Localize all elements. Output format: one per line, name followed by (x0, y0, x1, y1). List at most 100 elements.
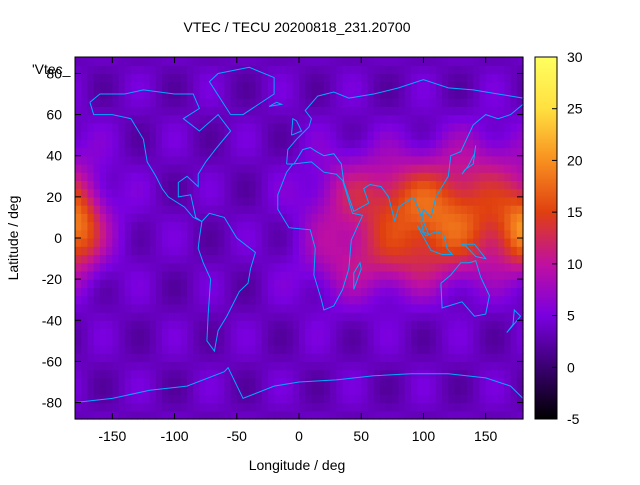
heatmap-cell (361, 336, 369, 346)
heatmap-cell (299, 139, 306, 149)
heatmap-cell (429, 155, 437, 165)
heatmap-cell (137, 98, 145, 107)
heatmap-cell (299, 229, 306, 239)
heatmap-cell (429, 196, 437, 206)
heatmap-cell (305, 89, 313, 99)
heatmap-cell (255, 122, 263, 132)
heatmap-cell (367, 295, 375, 305)
coastline (74, 366, 524, 403)
coastline (208, 66, 275, 116)
heatmap-cell (81, 254, 89, 264)
heatmap-cell (504, 312, 512, 321)
heatmap-cell (162, 344, 169, 354)
heatmap-cell (286, 81, 294, 91)
heatmap-cell (299, 180, 306, 190)
heatmap-cell (373, 114, 381, 124)
heatmap-cell (267, 270, 275, 280)
heatmap-cell (417, 238, 425, 247)
heatmap-cell (199, 205, 207, 214)
heatmap-cell (162, 205, 169, 214)
heatmap-cell (467, 270, 474, 280)
heatmap-cell (516, 221, 524, 231)
heatmap-cell (348, 295, 356, 305)
heatmap-cell (224, 295, 232, 305)
heatmap-cell (473, 122, 481, 132)
heatmap-cell (379, 180, 387, 190)
heatmap-cell (404, 320, 412, 330)
heatmap-cell (236, 73, 244, 83)
heatmap-cell (311, 73, 319, 83)
heatmap-cell (386, 287, 393, 297)
heatmap-cell (423, 221, 431, 231)
heatmap-cell (261, 377, 269, 387)
heatmap-cell (137, 89, 145, 99)
heatmap-cell (193, 369, 201, 379)
heatmap-cell (112, 312, 120, 321)
heatmap-cell (379, 287, 387, 297)
heatmap-cell (131, 114, 138, 124)
heatmap-cell (236, 147, 244, 157)
heatmap-cell (379, 386, 387, 395)
heatmap-cell (162, 353, 169, 363)
heatmap-cell (305, 163, 313, 173)
heatmap-cell (299, 122, 306, 132)
heatmap-cell (435, 73, 443, 83)
heatmap-cell (193, 254, 201, 264)
heatmap-cell (174, 57, 182, 66)
heatmap-cell (199, 361, 207, 371)
legend-key: 'Vtec_ (32, 61, 71, 77)
heatmap-cell (299, 57, 306, 66)
heatmap-cell (348, 246, 356, 256)
heatmap-cell (199, 238, 207, 247)
heatmap-cell (187, 122, 194, 132)
heatmap-cell (274, 139, 281, 149)
heatmap-cell (106, 106, 113, 116)
heatmap-cell (81, 155, 89, 165)
heatmap-cell (255, 57, 263, 66)
heatmap-cell (404, 262, 412, 272)
heatmap-cell (143, 73, 151, 83)
heatmap-cell (236, 221, 244, 231)
heatmap-cell (199, 402, 207, 412)
heatmap-cell (143, 394, 151, 404)
heatmap-cell (267, 262, 275, 272)
heatmap-cell (243, 410, 250, 420)
heatmap-cell (187, 163, 194, 173)
heatmap-cell (168, 270, 176, 280)
heatmap-cell (299, 172, 306, 182)
heatmap-cell (131, 279, 138, 288)
heatmap-cell (162, 213, 169, 223)
heatmap-cell (392, 287, 400, 297)
heatmap-cell (299, 65, 306, 75)
heatmap-cell (292, 336, 300, 346)
heatmap-cell (93, 114, 101, 124)
heatmap-cell (311, 377, 319, 387)
heatmap-cell (255, 312, 263, 321)
heatmap-cell (473, 303, 481, 313)
heatmap-cell (491, 361, 499, 371)
heatmap-cell (516, 320, 524, 330)
heatmap-cell (373, 196, 381, 206)
heatmap-cell (218, 188, 225, 198)
heatmap-cell (162, 287, 169, 297)
heatmap-cell (118, 279, 126, 288)
heatmap-cell (211, 180, 219, 190)
heatmap-cell (423, 312, 431, 321)
heatmap-cell (467, 163, 474, 173)
heatmap-cell (155, 246, 163, 256)
heatmap-cell (118, 287, 126, 297)
heatmap-cell (211, 238, 219, 247)
heatmap-cell (155, 213, 163, 223)
heatmap-cell (330, 131, 337, 140)
heatmap-cell (267, 205, 275, 214)
heatmap-cell (131, 180, 138, 190)
heatmap-cell (454, 172, 462, 182)
heatmap-cell (155, 254, 163, 264)
heatmap-cell (224, 213, 232, 223)
heatmap-cell (162, 114, 169, 124)
heatmap-cell (274, 394, 281, 404)
heatmap-cell (218, 205, 225, 214)
heatmap-cell (87, 139, 95, 149)
heatmap-cell (454, 270, 462, 280)
heatmap-cell (274, 147, 281, 157)
